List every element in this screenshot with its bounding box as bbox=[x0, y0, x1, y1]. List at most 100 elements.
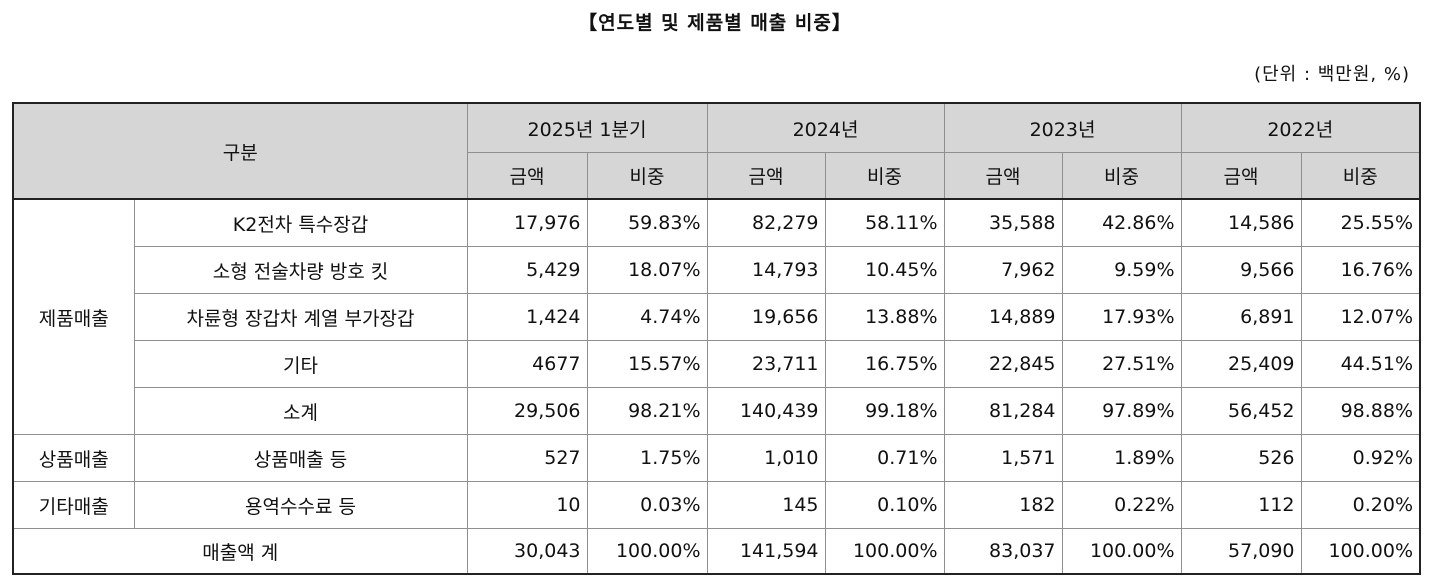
cell: 140,439 bbox=[706, 387, 826, 435]
cell: 98.88% bbox=[1300, 387, 1421, 435]
cell: 17.93% bbox=[1061, 293, 1182, 341]
group-product-sales: 제품매출 bbox=[12, 198, 135, 435]
cell: 10.45% bbox=[824, 246, 945, 294]
cell: 0.71% bbox=[824, 434, 945, 482]
header-amount: 금액 bbox=[706, 152, 826, 200]
header-row-measures: 금액 비중 금액 비중 금액 비중 금액 비중 bbox=[13, 152, 1421, 200]
header-amount: 금액 bbox=[943, 152, 1063, 200]
cell: 44.51% bbox=[1300, 340, 1421, 388]
cell: 1.89% bbox=[1061, 434, 1182, 482]
cell: 1.75% bbox=[586, 434, 708, 482]
table-row: 상품매출 상품매출 등 527 1.75% 1,010 0.71% 1,571 … bbox=[12, 434, 1421, 482]
header-share: 비중 bbox=[586, 152, 708, 200]
header-share: 비중 bbox=[1300, 152, 1421, 200]
header-category: 구분 bbox=[12, 102, 468, 200]
table-row: 기타 4677 15.57% 23,711 16.75% 22,845 27.5… bbox=[13, 340, 1421, 388]
cell: 1,424 bbox=[466, 293, 588, 341]
cell: 14,793 bbox=[706, 246, 826, 294]
cell: 0.10% bbox=[824, 481, 945, 529]
cell: 97.89% bbox=[1061, 387, 1182, 435]
cell: 22,845 bbox=[943, 340, 1063, 388]
cell: 98.21% bbox=[586, 387, 708, 435]
row-label: 차륜형 장갑차 계열 부가장갑 bbox=[133, 293, 468, 341]
cell: 35,588 bbox=[943, 198, 1063, 247]
cell: 16.76% bbox=[1300, 246, 1421, 294]
header-row-periods: 구분 2025년 1분기 2024년 2023년 2022년 bbox=[12, 102, 1421, 200]
cell: 19,656 bbox=[706, 293, 826, 341]
header-period-2024: 2024년 bbox=[706, 102, 945, 153]
row-label: K2전차 특수장갑 bbox=[133, 198, 468, 247]
cell: 42.86% bbox=[1061, 198, 1182, 247]
cell: 526 bbox=[1180, 434, 1302, 482]
group-other-sales: 기타매출 bbox=[12, 481, 135, 529]
total-label: 매출액 계 bbox=[12, 528, 468, 575]
cell: 100.00% bbox=[1061, 528, 1182, 575]
cell: 0.92% bbox=[1300, 434, 1421, 482]
table-row: 소형 전술차량 방호 킷 5,429 18.07% 14,793 10.45% … bbox=[13, 246, 1421, 294]
cell: 83,037 bbox=[943, 528, 1063, 575]
cell: 13.88% bbox=[824, 293, 945, 341]
cell: 9.59% bbox=[1061, 246, 1182, 294]
cell: 1,010 bbox=[706, 434, 826, 482]
table-title: 【연도별 및 제품별 매출 비중】 bbox=[578, 12, 852, 34]
cell: 112 bbox=[1180, 481, 1302, 529]
cell: 25.55% bbox=[1300, 198, 1421, 247]
cell: 4677 bbox=[466, 340, 588, 388]
row-label: 소형 전술차량 방호 킷 bbox=[133, 246, 468, 294]
cell: 17,976 bbox=[466, 198, 588, 247]
row-label: 소계 bbox=[133, 387, 468, 435]
cell: 527 bbox=[466, 434, 588, 482]
cell: 23,711 bbox=[706, 340, 826, 388]
cell: 27.51% bbox=[1061, 340, 1182, 388]
header-period-2025q1: 2025년 1분기 bbox=[466, 102, 708, 153]
unit-note: (단위 : 백만원, %) bbox=[1254, 64, 1410, 85]
cell: 7,962 bbox=[943, 246, 1063, 294]
header-amount: 금액 bbox=[1180, 152, 1302, 200]
cell: 100.00% bbox=[824, 528, 945, 575]
cell: 100.00% bbox=[586, 528, 708, 575]
table-row: 기타매출 용역수수료 등 10 0.03% 145 0.10% 182 0.22… bbox=[12, 481, 1421, 529]
header-period-2023: 2023년 bbox=[943, 102, 1182, 153]
cell: 56,452 bbox=[1180, 387, 1302, 435]
cell: 0.22% bbox=[1061, 481, 1182, 529]
cell: 0.20% bbox=[1300, 481, 1421, 529]
group-goods-sales: 상품매출 bbox=[12, 434, 135, 482]
header-share: 비중 bbox=[824, 152, 945, 200]
sales-table: 구분 2025년 1분기 2024년 2023년 2022년 금액 비중 금액 … bbox=[12, 102, 1422, 575]
cell: 14,889 bbox=[943, 293, 1063, 341]
table-row: 차륜형 장갑차 계열 부가장갑 1,424 4.74% 19,656 13.88… bbox=[13, 293, 1421, 341]
cell: 5,429 bbox=[466, 246, 588, 294]
table-row-total: 매출액 계 30,043 100.00% 141,594 100.00% 83,… bbox=[12, 528, 1421, 575]
cell: 30,043 bbox=[466, 528, 588, 575]
cell: 82,279 bbox=[706, 198, 826, 247]
row-label: 용역수수료 등 bbox=[133, 481, 468, 529]
cell: 141,594 bbox=[706, 528, 826, 575]
cell: 18.07% bbox=[586, 246, 708, 294]
header-period-2022: 2022년 bbox=[1180, 102, 1421, 153]
cell: 29,506 bbox=[466, 387, 588, 435]
header-share: 비중 bbox=[1061, 152, 1182, 200]
cell: 12.07% bbox=[1300, 293, 1421, 341]
cell: 6,891 bbox=[1180, 293, 1302, 341]
cell: 1,571 bbox=[943, 434, 1063, 482]
cell: 59.83% bbox=[586, 198, 708, 247]
cell: 145 bbox=[706, 481, 826, 529]
cell: 10 bbox=[466, 481, 588, 529]
table-row: 제품매출 K2전차 특수장갑 17,976 59.83% 82,279 58.1… bbox=[12, 198, 1421, 435]
cell: 81,284 bbox=[943, 387, 1063, 435]
row-label: 상품매출 등 bbox=[133, 434, 468, 482]
table-row-subtotal: 소계 29,506 98.21% 140,439 99.18% 81,284 9… bbox=[13, 387, 1421, 435]
cell: 14,586 bbox=[1180, 198, 1302, 247]
cell: 15.57% bbox=[586, 340, 708, 388]
cell: 16.75% bbox=[824, 340, 945, 388]
cell: 57,090 bbox=[1180, 528, 1302, 575]
cell: 25,409 bbox=[1180, 340, 1302, 388]
cell: 100.00% bbox=[1300, 528, 1421, 575]
header-amount: 금액 bbox=[466, 152, 588, 200]
cell: 4.74% bbox=[586, 293, 708, 341]
cell: 99.18% bbox=[824, 387, 945, 435]
cell: 58.11% bbox=[824, 198, 945, 247]
cell: 0.03% bbox=[586, 481, 708, 529]
row-label: 기타 bbox=[133, 340, 468, 388]
cell: 182 bbox=[943, 481, 1063, 529]
